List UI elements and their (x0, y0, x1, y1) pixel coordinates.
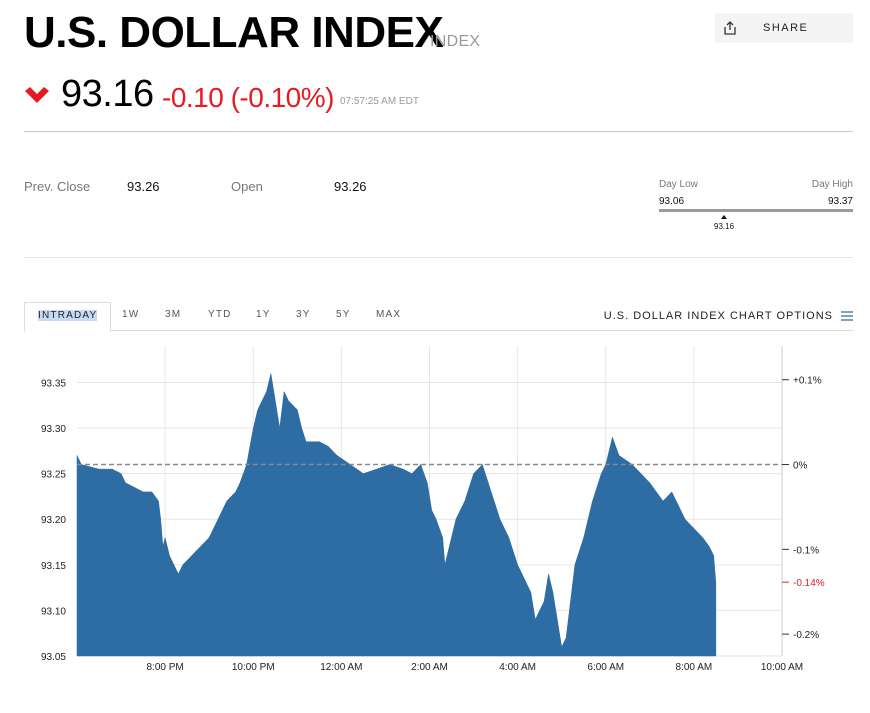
tab-5y[interactable]: 5Y (336, 309, 351, 320)
tab-1y[interactable]: 1Y (256, 309, 271, 320)
chart-options-button[interactable]: U.S. DOLLAR INDEX CHART OPTIONS (604, 302, 853, 330)
x-tick-label: 8:00 AM (676, 662, 713, 673)
y-tick-label: 93.25 (41, 470, 66, 481)
y-tick-label: 93.30 (41, 424, 66, 435)
series-area (76, 373, 717, 657)
pct-tick-label: -0.2% (793, 630, 819, 641)
open-label: Open (231, 179, 263, 194)
instrument-type-label: INDEX (430, 33, 481, 50)
tab-max[interactable]: MAX (376, 309, 402, 320)
down-heart-arrow-icon (25, 87, 49, 103)
x-tick-label: 10:00 AM (761, 662, 803, 673)
share-button[interactable]: SHARE (715, 13, 853, 43)
y-tick-label: 93.05 (41, 652, 66, 663)
last-price: 93.16 (61, 73, 154, 115)
open-value: 93.26 (334, 179, 367, 194)
y-tick-label: 93.20 (41, 515, 66, 526)
x-tick-label: 2:00 AM (411, 662, 448, 673)
y-tick-label: 93.15 (41, 561, 66, 572)
tab-1w[interactable]: 1W (122, 309, 140, 320)
prev-close-label: Prev. Close (24, 179, 91, 194)
quote-timestamp: 07:57:25 AM EDT (340, 96, 419, 107)
prev-close-value: 93.26 (127, 179, 160, 194)
menu-icon (841, 311, 853, 321)
share-label: SHARE (763, 22, 809, 34)
x-tick-label: 6:00 AM (587, 662, 624, 673)
tab-intraday[interactable]: INTRADAY (24, 302, 112, 332)
x-tick-label: 12:00 AM (320, 662, 362, 673)
tab-3m[interactable]: 3M (165, 309, 182, 320)
x-tick-label: 4:00 AM (499, 662, 536, 673)
page-title: U.S. DOLLAR INDEX (24, 8, 444, 57)
current-pct-label: -0.14% (793, 578, 825, 589)
tab-ytd[interactable]: YTD (208, 309, 232, 320)
day-high-value: 93.37 (827, 196, 853, 207)
y-tick-label: 93.10 (41, 606, 66, 617)
x-tick-label: 10:00 PM (232, 662, 275, 673)
timeframe-tabs: INTRADAY 1W 3M YTD 1Y 3Y 5Y MAX U.S. DOL… (24, 302, 853, 332)
day-range-bar (659, 209, 853, 212)
intraday-chart: 93.35 93.30 93.25 93.20 93.15 93.10 93.05 8:00 … (41, 346, 825, 673)
y-tick-label: 93.35 (41, 378, 66, 389)
day-low-label: Day Low (659, 179, 698, 190)
share-icon (724, 21, 736, 35)
price-change: -0.10 (-0.10%) (162, 82, 334, 113)
pct-tick-label: +0.1% (793, 376, 822, 387)
day-high-label: Day High (811, 179, 853, 190)
day-range-marker (721, 215, 727, 219)
x-tick-label: 8:00 PM (147, 662, 184, 673)
chart-options-label: U.S. DOLLAR INDEX CHART OPTIONS (603, 310, 833, 322)
day-range-current: 93.16 (714, 222, 735, 231)
pct-tick-label: 0% (793, 461, 808, 472)
pct-tick-label: -0.1% (793, 545, 819, 556)
day-low-value: 93.06 (659, 196, 685, 207)
tab-3y[interactable]: 3Y (296, 309, 311, 320)
divider (24, 257, 853, 258)
divider (24, 131, 853, 132)
